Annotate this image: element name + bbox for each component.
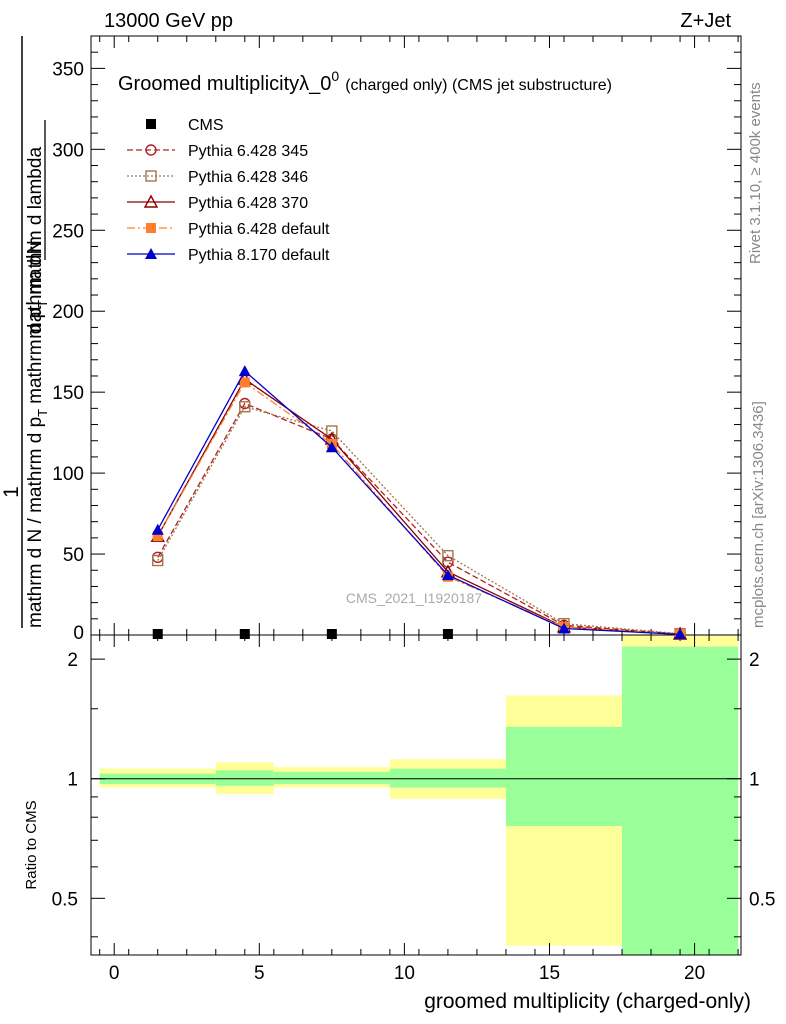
- series-5: [151, 365, 687, 639]
- legend-entry: Pythia 6.428 default: [127, 221, 330, 238]
- legend-entry: Pythia 6.428 370: [127, 194, 308, 212]
- series-line: [157, 370, 681, 636]
- rivet-label: Rivet 3.1.10, ≥ 400k events: [747, 82, 764, 264]
- data-point: [152, 629, 163, 639]
- legend-entry: CMS: [146, 117, 224, 134]
- legend-marker: [146, 223, 156, 233]
- x-tick-label: 10: [394, 963, 415, 984]
- ratio-band-inner: [215, 770, 274, 786]
- y-tick-label: 200: [52, 302, 84, 323]
- data-point: [238, 365, 251, 377]
- ratio-x-label: groomed multiplicity (charged-only): [424, 990, 751, 1013]
- main-y-axis-label: 1 mathrm dN mathrm d N / mathrm d pTmath…: [0, 36, 50, 628]
- ratio-y-label: Ratio to CMS: [23, 800, 40, 889]
- ratio-y-tick-label: 1: [67, 770, 78, 791]
- y-label-den2: mathrm d p: [25, 308, 46, 404]
- series-line: [157, 378, 681, 635]
- data-point: [557, 622, 570, 634]
- mcplots-label: mcplots.cern.ch [arXiv:1306.3436]: [750, 401, 767, 628]
- data-point: [326, 629, 337, 639]
- y-tick-label-zero: 0: [73, 623, 84, 644]
- legend-label: Pythia 6.428 370: [188, 195, 308, 212]
- axes-frames: [90, 35, 742, 956]
- legend-label: Pythia 6.428 345: [188, 143, 308, 160]
- ratio-bands: [99, 635, 739, 955]
- legend-marker: [145, 144, 157, 156]
- tick-labels: 0 5 10 15 20 50 100 150 200 250 300 350 0 0.5 0.5 1 1 2 2: [52, 59, 776, 984]
- legend-label: CMS: [188, 117, 224, 134]
- data-point: [152, 531, 163, 542]
- legend-label: Pythia 6.428 346: [188, 169, 308, 186]
- y-label-den-sub1: T: [35, 409, 50, 417]
- data-point: [441, 569, 454, 581]
- data-point: [442, 549, 454, 562]
- data-point: [326, 425, 338, 437]
- legend-entry: Pythia 8.170 default: [127, 247, 330, 264]
- y-label-one: 1: [0, 486, 23, 498]
- ratio-band-inner: [273, 771, 390, 784]
- y-label-den-sub2: T: [35, 300, 50, 308]
- legend: CMS Pythia 6.428 345 Pythia 6.428 346 Pythi…: [127, 117, 330, 264]
- title-superscript: 0: [331, 68, 339, 84]
- watermark: CMS_2021_I1920187: [346, 590, 482, 606]
- ratio-band-inner: [622, 646, 739, 955]
- ratio-y-tick-label: 0.5: [52, 889, 78, 910]
- title-main: Groomed multiplicityλ_0: [118, 73, 331, 95]
- y-tick-label: 350: [52, 59, 84, 80]
- data-point: [239, 377, 250, 388]
- y-tick-label: 300: [52, 140, 84, 161]
- y-label-den3: mathrm d lambda: [25, 147, 46, 295]
- y-tick-label: 100: [52, 464, 84, 485]
- legend-label: Pythia 6.428 default: [188, 221, 330, 238]
- ratio-y-tick-label: 2: [67, 650, 78, 671]
- header-right: Z+Jet: [680, 10, 731, 32]
- ratio-y-tick-label-right: 0.5: [749, 889, 775, 910]
- legend-marker: [146, 119, 156, 129]
- legend-marker: [143, 194, 159, 208]
- legend-marker: [145, 170, 157, 182]
- ratio-y-tick-label-right: 1: [749, 770, 760, 791]
- legend-label: Pythia 8.170 default: [188, 247, 330, 264]
- data-point: [239, 401, 251, 413]
- y-label-numerator: mathrm dN: [24, 240, 46, 339]
- ratio-band-inner: [505, 726, 623, 827]
- legend-entry: Pythia 6.428 346: [127, 169, 308, 186]
- data-point: [151, 523, 164, 535]
- axes-ticks: [91, 36, 741, 955]
- y-tick-label: 250: [52, 221, 84, 242]
- ratio-y-tick-label-right: 2: [749, 650, 760, 671]
- data-point: [325, 441, 338, 453]
- data-point: [239, 629, 250, 639]
- x-tick-label: 15: [539, 963, 560, 984]
- header-left: 13000 GeV pp: [104, 10, 233, 32]
- y-tick-label: 150: [52, 383, 84, 404]
- y-label-den1: mathrm d N / mathrm d p: [25, 417, 46, 628]
- y-tick-label: 50: [63, 545, 84, 566]
- data-series: [150, 365, 688, 640]
- legend-entry: Pythia 6.428 345: [127, 143, 308, 160]
- legend-marker: [145, 248, 157, 259]
- x-tick-label: 5: [254, 963, 265, 984]
- ratio-band-inner: [389, 768, 506, 788]
- series-0: [152, 629, 453, 639]
- x-tick-label: 0: [109, 963, 120, 984]
- title-tail: (charged only) (CMS jet substructure): [345, 77, 612, 94]
- plot-title: Groomed multiplicityλ_00 (charged only) (…: [118, 68, 612, 95]
- data-point: [442, 629, 453, 639]
- x-tick-label: 20: [684, 963, 705, 984]
- data-point: [674, 628, 687, 639]
- series-line: [157, 405, 681, 635]
- data-point: [152, 554, 164, 567]
- y-label-denominator: mathrm d N / mathrm d pTmathrm d pTmathr…: [25, 147, 50, 628]
- series-line: [157, 402, 681, 635]
- ratio-frame: [90, 634, 742, 956]
